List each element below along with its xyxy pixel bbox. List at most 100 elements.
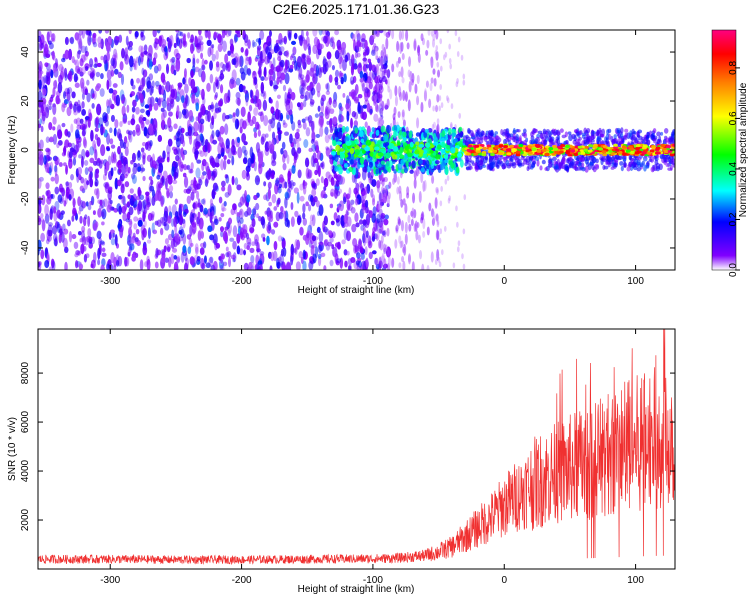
spectrogram-cell xyxy=(212,139,218,145)
spectrogram-cell xyxy=(183,176,189,188)
spectrogram-cell xyxy=(126,234,132,247)
spectrogram-cell xyxy=(82,86,88,96)
spectrogram-cell xyxy=(439,200,443,207)
spectrogram-cell xyxy=(145,191,150,197)
spectrogram-cell xyxy=(416,74,420,85)
spectrogram-cell xyxy=(293,248,297,254)
spectrogram-cell xyxy=(183,74,187,86)
spectrogram-cell xyxy=(302,217,308,226)
spectrogram-cell xyxy=(267,123,272,132)
spectrogram-cell xyxy=(296,215,302,226)
spectrogram-cell xyxy=(244,49,249,57)
spectrogram-cell xyxy=(74,253,79,258)
spectrogram-cell xyxy=(124,181,130,188)
spectrogram-cell xyxy=(180,203,185,212)
spectrogram-cell xyxy=(309,214,314,222)
spectrogram-cell xyxy=(207,110,211,123)
spectrogram-cell xyxy=(198,68,203,78)
spectrogram-cell xyxy=(125,256,130,267)
spectrogram-cell xyxy=(134,237,139,243)
spectrogram-cell xyxy=(71,215,75,222)
spectrogram-cell xyxy=(136,92,142,100)
spectrogram-cell xyxy=(78,263,84,270)
spectrogram-cell xyxy=(70,174,74,181)
spectrogram-cell xyxy=(134,60,138,71)
spectrogram-cell xyxy=(376,182,380,193)
spectrogram-cell xyxy=(121,105,126,117)
spectrogram-cell xyxy=(241,145,247,154)
spectrogram-cell xyxy=(94,178,99,187)
spectrogram-cell xyxy=(199,242,205,248)
spectrogram-cell xyxy=(230,77,235,85)
spectrogram-cell xyxy=(515,133,520,141)
spectrogram-cell xyxy=(399,154,405,159)
spectrogram-cell xyxy=(215,156,220,168)
spectrogram-cell xyxy=(256,177,261,183)
spectrogram-cell xyxy=(542,128,547,135)
spectrogram-cell xyxy=(311,183,316,188)
spectrogram-cell xyxy=(104,119,109,127)
spectrogram-cell xyxy=(142,245,148,256)
spectrogram-cell xyxy=(137,186,141,197)
spectrogram-cell xyxy=(343,196,347,205)
spectrogram-cell xyxy=(77,230,82,236)
spectrogram-cell xyxy=(339,152,346,159)
spectrogram-cell xyxy=(60,210,65,215)
spectrogram-cell xyxy=(58,74,63,85)
spectrogram-cell xyxy=(448,57,452,64)
spectrogram-cell xyxy=(164,257,169,263)
spectrogram-cell xyxy=(232,203,237,211)
spectrogram-cell xyxy=(101,211,105,218)
spectrogram-cell xyxy=(275,65,281,73)
spectrogram-cell xyxy=(76,50,81,60)
spectrogram-cell xyxy=(115,94,121,106)
spectrogram-cell xyxy=(308,147,313,153)
spectrogram-cell xyxy=(372,206,377,216)
spectrogram-cell xyxy=(381,186,385,195)
spectrogram-cell xyxy=(47,229,51,237)
spectrogram-cell xyxy=(451,128,455,133)
spectrogram-cell xyxy=(138,116,143,124)
spectrogram-cell xyxy=(211,130,215,139)
spectrogram-cell xyxy=(190,179,194,186)
spectrogram-cell xyxy=(354,51,358,59)
spectrogram-cell xyxy=(474,165,479,172)
spectrogram-cell xyxy=(134,30,139,38)
spectrogram-cell xyxy=(303,79,307,91)
spectrogram-cell xyxy=(256,47,261,57)
spectrogram-cell xyxy=(236,233,241,244)
spectrogram-cell xyxy=(209,234,215,241)
spectrogram-cell xyxy=(67,142,72,148)
spectrogram-cell xyxy=(362,219,367,226)
spectrogram-cell xyxy=(271,113,277,121)
spectrogram-cell xyxy=(417,53,421,63)
spectrogram-cell xyxy=(71,56,75,64)
spectrogram-cell xyxy=(40,125,44,133)
spectrogram-cell xyxy=(195,134,201,145)
spectrogram-cell xyxy=(565,151,571,155)
spectrogram-cell xyxy=(379,148,386,153)
spectrogram-cell xyxy=(350,207,356,214)
spectrogram-cell xyxy=(128,30,132,35)
spectrogram-cell xyxy=(284,72,290,85)
spectrogram-cell xyxy=(284,59,288,71)
spectrogram-cell xyxy=(213,81,216,93)
spectrogram-cell xyxy=(68,181,73,189)
spectrogram-cell xyxy=(452,262,456,269)
spectrogram-cell xyxy=(313,36,319,47)
spectrogram-cell xyxy=(148,123,154,136)
spectrogram-cell xyxy=(278,46,282,56)
spectrogram-cell xyxy=(553,147,559,151)
spectrogram-cell xyxy=(284,131,290,136)
spectrogram-cell xyxy=(245,232,250,240)
spectrogram-cell xyxy=(630,135,634,141)
spectrogram-cell xyxy=(132,193,137,202)
spectrogram-cell xyxy=(58,162,63,167)
spectrogram-cell xyxy=(112,157,118,164)
spectrogram-cell xyxy=(618,137,623,143)
spectrogram-cell xyxy=(278,174,284,184)
spectrogram-cell xyxy=(368,177,373,184)
spectrogram-cell xyxy=(343,213,348,225)
spectrogram-cell xyxy=(277,109,282,122)
spectrogram-cell xyxy=(459,131,464,137)
